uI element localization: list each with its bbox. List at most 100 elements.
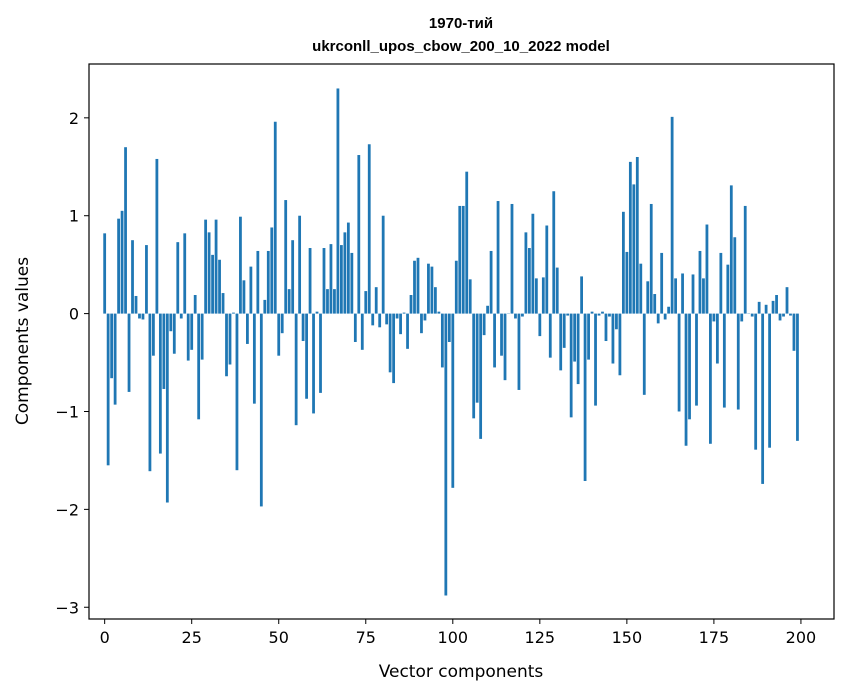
bar <box>110 313 114 379</box>
bar <box>524 232 528 314</box>
bar <box>534 278 538 314</box>
y-tick-label: −2 <box>55 500 79 519</box>
plot-frame <box>88 63 835 620</box>
y-tick-label: 0 <box>69 305 79 324</box>
bar <box>322 248 326 314</box>
bar <box>340 245 343 314</box>
bar <box>615 313 618 330</box>
bar <box>440 313 444 368</box>
bar <box>190 313 194 350</box>
bar <box>656 313 660 324</box>
bar <box>521 313 524 317</box>
bar <box>677 313 681 412</box>
bar <box>346 222 350 314</box>
bar <box>392 313 396 384</box>
y-tick-label: −1 <box>55 402 79 421</box>
x-tick-label: 25 <box>182 628 202 647</box>
bar <box>385 313 389 325</box>
bar <box>444 313 448 596</box>
bar <box>479 313 483 439</box>
bar <box>333 289 336 314</box>
bar <box>754 313 758 450</box>
bar <box>649 203 653 314</box>
bar <box>252 313 256 404</box>
bar <box>106 313 110 466</box>
bar <box>674 278 677 314</box>
bar <box>395 313 399 319</box>
bar <box>503 313 507 381</box>
bar <box>259 313 263 507</box>
bar <box>486 305 490 314</box>
bar <box>138 313 141 319</box>
bar <box>315 311 319 314</box>
bar <box>709 313 712 444</box>
bar <box>378 313 382 328</box>
bar <box>207 232 211 314</box>
bar <box>165 313 169 503</box>
bar <box>186 313 190 361</box>
bar <box>733 237 737 314</box>
bar <box>117 218 120 314</box>
bar <box>468 279 472 314</box>
bar <box>183 233 187 314</box>
chart-subtitle: ukrconll_upos_cbow_200_10_2022 model <box>312 38 610 55</box>
y-tick-label: 1 <box>69 207 79 226</box>
bar <box>660 252 664 314</box>
bar <box>562 313 566 348</box>
bar <box>350 252 354 314</box>
bar <box>427 263 430 314</box>
x-tick-label: 75 <box>356 628 376 647</box>
x-axis-label: Vector components <box>379 662 544 682</box>
bar <box>235 313 239 471</box>
x-tick-label: 125 <box>525 628 556 647</box>
bar <box>113 313 117 405</box>
bar <box>280 313 284 334</box>
bar <box>357 155 361 314</box>
bar <box>381 215 385 314</box>
bar <box>635 156 639 314</box>
bar <box>127 313 131 392</box>
bar <box>218 259 221 314</box>
x-tick-label: 175 <box>699 628 730 647</box>
bar <box>726 264 730 314</box>
bar <box>172 313 176 354</box>
bar <box>141 313 145 320</box>
x-tick-label: 100 <box>438 628 469 647</box>
bar <box>246 313 249 344</box>
bar <box>785 287 789 314</box>
bar <box>771 300 775 314</box>
bar <box>336 88 340 314</box>
bar <box>768 313 771 448</box>
bar <box>743 205 747 314</box>
bar <box>698 250 702 314</box>
bar <box>409 295 413 314</box>
bar <box>552 191 556 314</box>
bar <box>611 313 615 364</box>
bar <box>145 245 148 314</box>
bar <box>214 219 218 314</box>
bar <box>538 313 542 337</box>
bar <box>402 312 406 314</box>
bar <box>597 313 601 316</box>
bar <box>371 313 375 326</box>
bar <box>604 313 608 342</box>
bar <box>527 248 531 314</box>
bar <box>587 313 590 360</box>
bar <box>176 242 180 314</box>
bar <box>782 313 785 317</box>
bar <box>239 216 242 314</box>
bar <box>353 313 357 342</box>
bar <box>200 313 204 360</box>
bar <box>374 287 378 314</box>
bar <box>447 313 451 342</box>
bar <box>308 248 312 314</box>
bar <box>667 306 671 314</box>
bar <box>277 313 281 356</box>
bar <box>715 313 719 364</box>
bar <box>193 295 197 314</box>
bar <box>545 225 549 314</box>
bar <box>695 313 698 406</box>
bar <box>590 311 594 314</box>
bar <box>228 313 232 365</box>
bar <box>775 295 778 314</box>
